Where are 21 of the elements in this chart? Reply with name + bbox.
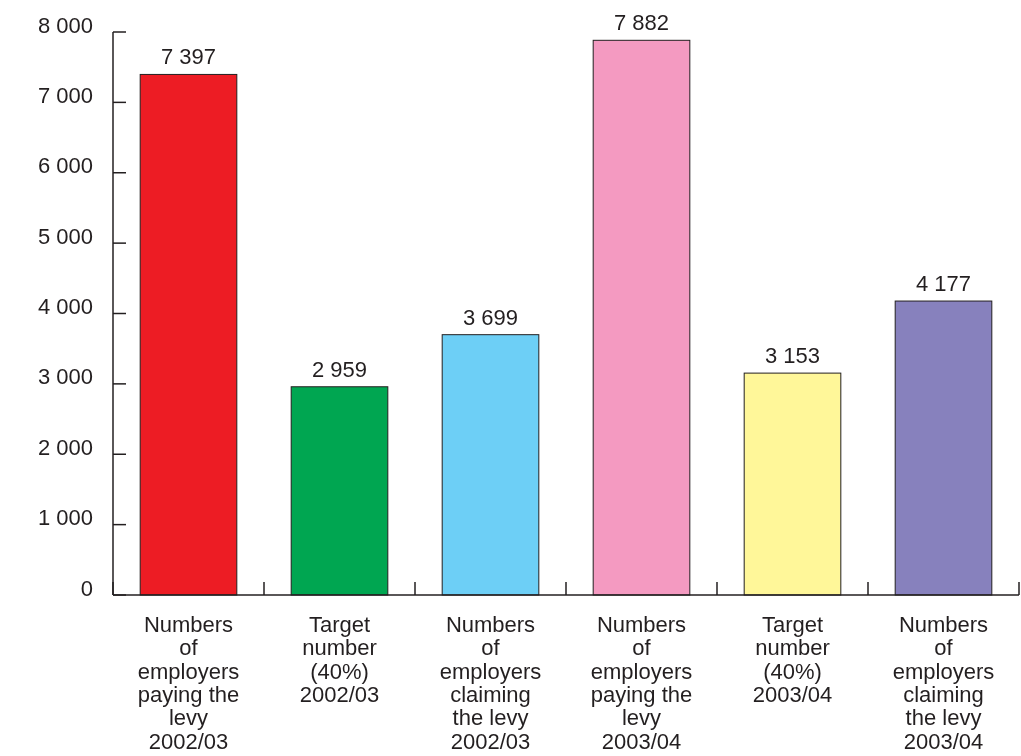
y-tick-label: 0 <box>80 575 93 601</box>
data-label: 3 153 <box>764 343 821 369</box>
x-tick-label: Numbers of employers paying the levy 2002/03 <box>137 612 240 754</box>
data-label: 7 397 <box>160 44 217 70</box>
y-tick-label: 3 000 <box>37 364 93 390</box>
y-tick-label: 6 000 <box>37 153 93 179</box>
y-tick-label: 2 000 <box>37 434 93 460</box>
y-tick-label: 5 000 <box>37 223 93 249</box>
x-tick-label: Numbers of employers claiming the levy 2003/04 <box>892 612 995 754</box>
data-label: 3 699 <box>462 304 519 330</box>
data-label: 2 959 <box>311 356 368 382</box>
x-tick-label: Numbers of employers paying the levy 2003/04 <box>590 612 693 754</box>
y-tick-label: 8 000 <box>37 12 93 38</box>
x-tick-label: Numbers of employers claiming the levy 2002/03 <box>439 612 542 754</box>
y-tick-label: 7 000 <box>37 82 93 108</box>
x-tick-label: Target number (40%) 2002/03 <box>299 612 380 707</box>
y-tick-label: 1 000 <box>37 505 93 531</box>
data-label: 7 882 <box>613 10 670 36</box>
y-tick-label: 4 000 <box>37 294 93 319</box>
x-tick-label: Target number (40%) 2003/04 <box>752 612 833 707</box>
data-label: 4 177 <box>915 271 972 297</box>
